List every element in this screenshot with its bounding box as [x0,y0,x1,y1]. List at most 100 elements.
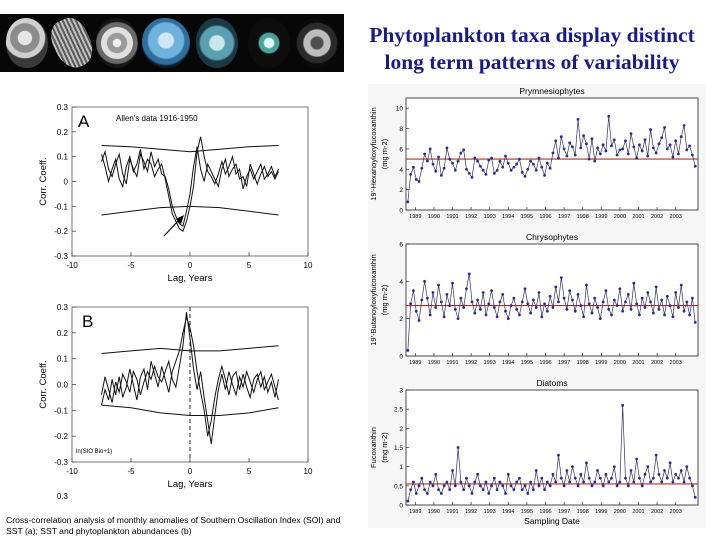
diatoms-data-point [456,446,460,449]
prymnesiophytes-data-point [545,161,549,165]
chrysophytes-plot-frame [405,243,699,357]
prymnesiophytes-data-point [409,172,413,176]
diatoms-title: Diatoms [536,378,567,388]
panel-A-letter: A [78,112,90,131]
diatoms-xtick-label: 2002 [651,509,663,515]
prymnesiophytes-data-point [643,138,647,142]
chrysophytes-data-point [643,306,647,309]
chrysophytes-data-point [551,306,555,309]
diatoms-xtick-label: 1989 [409,509,421,515]
panel-A-xtick-label: 0 [188,261,193,270]
diatoms-data-point [406,499,410,503]
chrysophytes-data-point [562,296,566,300]
cross-correlation-panel-a: 0.3 0.2 0.1 0 -0.1 -0.2 -0.3-10 -5 0 5 10 Lag, Year… [38,103,313,284]
diatoms-data-point [649,480,652,484]
prymnesiophytes-data-point [635,156,639,160]
prymnesiophytes-data-point [431,162,435,166]
diatoms-data-point [512,488,516,492]
panel-B-ytick-label: 0.0 [57,381,69,390]
diatoms-data-point [481,488,485,492]
chrysophytes-data-point [526,302,530,306]
diatoms-data-point [679,469,683,472]
prymnesiophytes-data-point [423,152,426,156]
prymnesiophytes-data-point [665,147,669,151]
prymnesiophytes-xtick-label: 1994 [502,214,514,220]
prymnesiophytes-data-point [601,143,605,147]
prymnesiophytes-data-point [406,200,410,204]
prymnesiophytes-data-point [537,156,541,160]
panel-A-xtick-label: 10 [304,261,313,270]
prymnesiophytes-ylabel-line-2: (mg m-2) [380,138,389,169]
panel-a-arrow-shaft [163,218,181,237]
chrysophytes-data-point [587,302,591,306]
chrysophytes-xtick-label: 1993 [484,360,496,366]
chrysophytes-data-point [679,283,683,287]
prymnesiophytes-data-point [632,145,636,149]
diatoms-data-point [448,488,452,492]
chrysophytes-chart: Chrysophytes 0 2 4 6 1989 1990 1991 1992 1993 1994… [369,232,699,366]
diatoms-data-point [490,484,493,488]
diatoms-data-point [668,461,672,465]
prymnesiophytes-data-point [582,134,586,138]
panel-B-ytick-label: -0.3 [54,458,68,467]
chrysophytes-data-point [629,307,633,311]
diatoms-data-point [515,480,519,484]
prymnesiophytes-data-point [420,166,424,170]
panel-B-annotation: ln(SIO Bio+1) [76,449,112,455]
diatoms-data-point [501,484,505,488]
chrysophytes-data-point [573,309,577,313]
diatoms-data-point [442,484,446,488]
prymnesiophytes-data-point [453,168,457,172]
diatoms-ytick-label: 3 [399,388,403,395]
diatoms-data-point [459,480,463,484]
chrysophytes-data-point [414,309,418,313]
chrysophytes-data-point [417,319,421,322]
prymnesiophytes-data-point [587,157,591,161]
caption-line-1: Cross-correlation analysis of monthly an… [6,515,341,525]
diatoms-data-point [462,488,466,492]
diatoms-data-point [573,476,577,480]
slide-title-line-2: long term patterns of variability [384,50,680,74]
chrysophytes-data-point [654,285,658,289]
chrysophytes-xtick-label: 2000 [614,360,626,366]
panel-A-significance-upper [101,144,279,153]
prymnesiophytes-data-point [598,152,602,156]
chrysophytes-xtick-label: 1991 [446,360,458,366]
caption-line-2: SST (a); SST and phytoplankton abundance… [6,526,192,536]
prymnesiophytes-data-point [573,153,577,157]
chrysophytes-data-point [559,276,563,279]
diatoms-data-point [537,484,541,488]
diatoms-ytick-label: 0 [399,503,403,510]
chrysophytes-data-point [512,296,516,300]
diatoms-xtick-label: 1993 [484,509,496,515]
panel-B-ytick-label: 0.2 [57,329,69,338]
chrysophytes-data-point [448,304,452,307]
diatoms-data-point [654,453,658,457]
diatoms-data-point [612,465,616,469]
chrysophytes-data-point [540,315,544,319]
chrysophytes-data-point [543,302,546,306]
panel-B-ytick-label: 0.3 [57,303,69,312]
prymnesiophytes-data-point [621,147,625,151]
diatoms-data-point [604,472,608,476]
prymnesiophytes-data-point [451,161,454,165]
chrysophytes-data-point [626,293,630,296]
diatoms-data-point [504,492,507,495]
diatoms-data-point [409,488,413,492]
phytoplankton-image-strip [0,12,344,74]
chrysophytes-data-point [481,291,485,294]
chrysophytes-data-point [504,309,507,313]
prymnesiophytes-data-point [571,145,574,149]
chrysophytes-data-point [615,304,619,307]
diatoms-xtick-label: 1992 [465,509,477,515]
diatoms-data-point [559,476,563,480]
chrysophytes-data-point [492,306,496,309]
chrysophytes-data-point [646,291,650,294]
chrysophytes-data-point [420,298,424,302]
diatoms-data-point [643,472,647,476]
blue-radiolarian-thumbnail [142,18,190,68]
diatoms-data-point [453,484,457,488]
panel-A-xtick-label: 5 [247,261,252,270]
chrysophytes-data-point [425,296,429,300]
panel-B-xtick-label: -5 [127,467,135,476]
